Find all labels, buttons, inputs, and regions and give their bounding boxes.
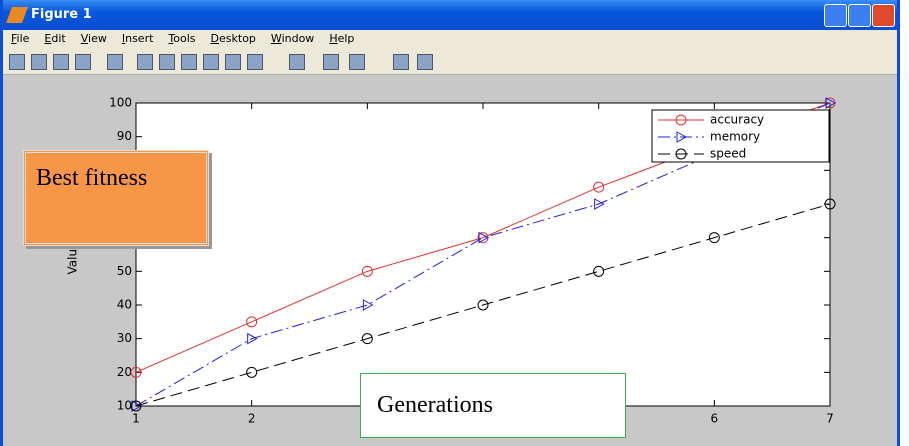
x-tick-label: 1 bbox=[132, 412, 140, 426]
data-point bbox=[131, 400, 143, 412]
data-point bbox=[824, 198, 836, 210]
toolbar-button[interactable] bbox=[75, 54, 91, 70]
data-point bbox=[246, 366, 258, 378]
toolbar-button[interactable] bbox=[53, 54, 69, 70]
legend-marker bbox=[675, 114, 687, 126]
series-line bbox=[135, 203, 831, 407]
data-point bbox=[477, 299, 489, 311]
data-point bbox=[361, 265, 373, 277]
menu-item[interactable]: File bbox=[11, 32, 30, 45]
data-point bbox=[708, 232, 720, 244]
maximize-button[interactable] bbox=[848, 4, 871, 27]
toolbar-button[interactable] bbox=[159, 54, 175, 70]
toolbar-button[interactable] bbox=[31, 54, 47, 70]
data-point bbox=[130, 366, 142, 378]
toolbar-button[interactable] bbox=[203, 54, 219, 70]
toolbar-button[interactable] bbox=[393, 54, 409, 70]
menu-item[interactable]: Desktop bbox=[210, 32, 256, 45]
x-tick-label: 6 bbox=[711, 412, 719, 426]
y-axis-label: Value bbox=[66, 242, 80, 275]
y-tick-label: 30 bbox=[117, 331, 132, 345]
y-tick-label: 40 bbox=[117, 298, 132, 312]
y-tick-label: 90 bbox=[117, 129, 132, 143]
y-tick-label: 50 bbox=[117, 264, 132, 278]
title-bar: Figure 1 bbox=[3, 0, 897, 30]
menu-item[interactable]: Tools bbox=[168, 32, 196, 45]
data-point bbox=[825, 97, 837, 109]
y-tick-label: 10 bbox=[117, 399, 132, 413]
data-point bbox=[594, 198, 605, 210]
data-point bbox=[247, 332, 258, 345]
data-point bbox=[246, 316, 258, 328]
data-point bbox=[361, 333, 373, 345]
menu-item[interactable]: Edit bbox=[44, 32, 66, 45]
toolbar-button[interactable] bbox=[289, 54, 305, 70]
toolbar-button[interactable] bbox=[247, 54, 263, 70]
best-fitness-note: Best fitness bbox=[23, 150, 209, 246]
data-point bbox=[362, 299, 374, 311]
y-tick-label: 100 bbox=[109, 96, 132, 110]
plot: Value 1020304050607080901001234567accura… bbox=[66, 96, 837, 426]
toolbar-button[interactable] bbox=[9, 54, 25, 70]
menu-item[interactable]: Window bbox=[270, 32, 315, 45]
legend-box bbox=[651, 109, 830, 163]
toolbar-button[interactable] bbox=[137, 54, 153, 70]
data-point bbox=[130, 400, 142, 412]
toolbar-button[interactable] bbox=[225, 54, 241, 70]
menu-item[interactable]: Insert bbox=[121, 32, 154, 45]
toolbar-button[interactable] bbox=[323, 54, 339, 70]
minimize-button[interactable] bbox=[824, 4, 847, 27]
toolbar-button[interactable] bbox=[107, 54, 123, 70]
toolbar bbox=[3, 48, 897, 75]
toolbar-button[interactable] bbox=[181, 54, 197, 70]
legend-marker bbox=[675, 148, 687, 160]
series-line bbox=[135, 102, 831, 407]
legend-label: memory bbox=[710, 130, 760, 144]
legend-marker bbox=[676, 131, 688, 143]
toolbar-button[interactable] bbox=[349, 54, 365, 70]
data-point bbox=[478, 231, 490, 244]
close-button[interactable] bbox=[872, 4, 895, 27]
legend-label: accuracy bbox=[710, 113, 764, 127]
y-tick-label: 20 bbox=[117, 365, 132, 379]
menu-bar: File Edit View Insert Tools Desktop Window Help bbox=[3, 30, 897, 48]
toolbar-button[interactable] bbox=[417, 54, 433, 70]
x-tick-label: 7 bbox=[826, 412, 834, 426]
x-tick-label: 2 bbox=[248, 412, 256, 426]
data-point bbox=[593, 181, 605, 193]
window-title: Figure 1 bbox=[31, 7, 92, 22]
legend-label: speed bbox=[710, 147, 746, 161]
menu-item[interactable]: Help bbox=[329, 32, 355, 45]
generations-note: Generations bbox=[360, 373, 626, 438]
menu-item[interactable]: View bbox=[80, 32, 107, 45]
data-point bbox=[593, 265, 605, 277]
